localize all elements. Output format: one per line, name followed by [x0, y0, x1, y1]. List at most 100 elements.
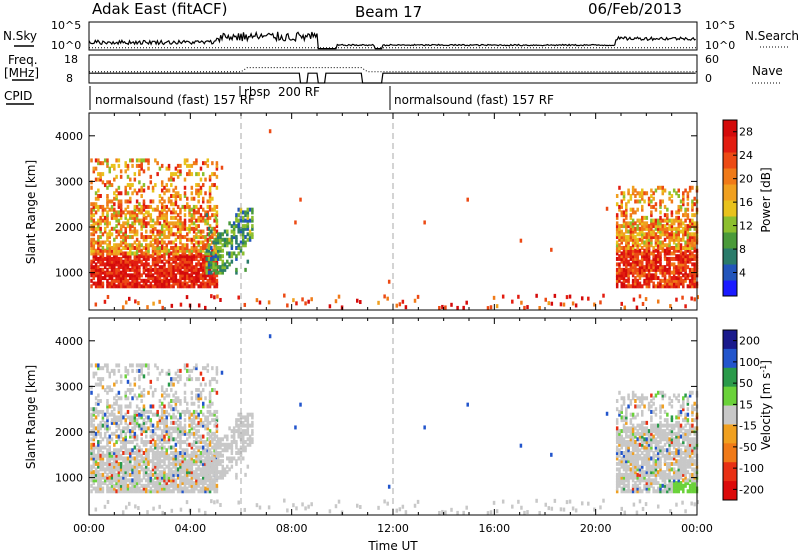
- velocity-cell: [679, 475, 683, 480]
- power-cell: [675, 248, 678, 253]
- power-cell: [106, 256, 109, 261]
- velocity-cell: [156, 467, 159, 472]
- velocity-cell: [151, 464, 155, 469]
- velocity-cell: [670, 434, 674, 439]
- power-cell: [129, 243, 132, 248]
- velocity-cell: [679, 467, 683, 472]
- velocity-cell: [197, 481, 200, 486]
- power-cell: [94, 158, 98, 163]
- velocity-cell: [122, 437, 125, 442]
- power-cell: [677, 237, 680, 242]
- velocity-cell: [113, 382, 116, 387]
- velocity-cell: [133, 434, 137, 439]
- velocity-cell: [216, 450, 220, 455]
- power-cell: [110, 204, 114, 209]
- velocity-cell: [211, 412, 214, 417]
- power-cell: [115, 224, 118, 229]
- power-cell: [154, 256, 157, 261]
- power-cell: [160, 267, 164, 272]
- velocity-cell: [631, 472, 635, 477]
- power-cell: [142, 251, 146, 256]
- power-cell: [631, 278, 635, 283]
- velocity-cell: [147, 418, 150, 423]
- power-cell: [190, 226, 194, 231]
- velocity-cell: [631, 412, 635, 417]
- power-cell: [144, 284, 148, 289]
- velocity-cell: [190, 450, 194, 455]
- power-cell: [135, 191, 139, 196]
- velocity-cell: [638, 398, 642, 403]
- velocity-cell: [99, 377, 102, 382]
- velocity-cell: [634, 467, 637, 472]
- velocity-cell: [160, 388, 164, 393]
- velocity-cell: [230, 442, 234, 447]
- power-cell: [677, 193, 680, 198]
- power-cell: [212, 240, 215, 245]
- power-cell: [682, 232, 685, 237]
- velocity-cell: [207, 470, 211, 475]
- power-cell: [160, 163, 164, 168]
- velocity-cell: [108, 486, 112, 491]
- velocity-cell: [659, 470, 662, 475]
- velocity-cell: [638, 423, 642, 428]
- power-cell: [659, 270, 662, 275]
- velocity-cell: [226, 445, 229, 450]
- velocity-cell: [221, 464, 224, 469]
- velocity-cell: [679, 412, 683, 417]
- power-cell: [138, 210, 141, 215]
- velocity-cell: [183, 453, 187, 458]
- velocity-cell: [647, 404, 651, 409]
- power-cell: [110, 245, 114, 250]
- power-cell: [214, 270, 218, 275]
- power-cell: [645, 221, 649, 226]
- power-cell: [208, 254, 212, 259]
- velocity-cell: [181, 456, 184, 461]
- velocity-cell: [223, 445, 227, 450]
- velocity-cell: [672, 423, 676, 428]
- power-cell: [207, 245, 211, 250]
- power-cell: [179, 218, 182, 223]
- velocity-cell: [679, 429, 683, 434]
- power-cell: [131, 273, 134, 278]
- velocity-cell: [149, 423, 153, 428]
- velocity-cell: [163, 470, 166, 475]
- velocity-cell: [677, 481, 680, 486]
- velocity-cell: [242, 423, 245, 428]
- power-cell: [124, 284, 127, 289]
- power-cell: [693, 226, 696, 231]
- power-cell: [675, 270, 678, 275]
- velocity-cell: [620, 472, 623, 477]
- velocity-cell: [154, 445, 157, 450]
- power-cell: [201, 273, 205, 278]
- power-cell: [219, 265, 222, 270]
- velocity-cell: [183, 426, 187, 431]
- power-cell: [186, 232, 189, 237]
- power-cell: [645, 267, 649, 272]
- power-cell: [547, 301, 551, 306]
- power-cell: [199, 188, 203, 193]
- velocity-cell: [668, 475, 671, 480]
- velocity-cell: [679, 464, 683, 469]
- velocity-cell: [192, 426, 196, 431]
- power-cell: [213, 284, 216, 289]
- velocity-cell: [172, 420, 175, 425]
- velocity-cell: [147, 472, 150, 477]
- velocity-cell: [650, 456, 653, 461]
- power-cell: [117, 267, 121, 272]
- power-cell: [511, 299, 514, 304]
- velocity-cell: [645, 464, 649, 469]
- velocity-cell: [170, 431, 173, 436]
- velocity-cell: [195, 363, 198, 368]
- velocity-cell: [211, 440, 214, 445]
- power-cell: [126, 262, 130, 267]
- power-cell: [163, 204, 166, 209]
- velocity-cell: [645, 489, 649, 494]
- power-cell: [248, 235, 252, 240]
- power-cell: [208, 224, 212, 229]
- velocity-cell: [129, 431, 132, 436]
- power-cell: [237, 213, 240, 218]
- power-cell: [108, 276, 112, 281]
- power-cell: [140, 235, 143, 240]
- power-cell: [688, 232, 692, 237]
- velocity-cell: [106, 398, 109, 403]
